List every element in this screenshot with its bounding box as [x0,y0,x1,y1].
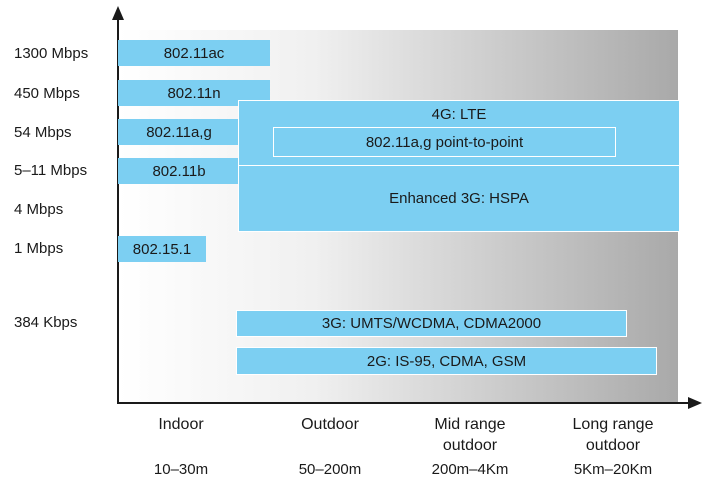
box-802-11b: 802.11b [118,158,240,184]
x-range-mid: 200m–4Km [431,461,509,478]
x-category-mid-range-text: Mid range outdoor [434,416,506,454]
x-category-outdoor: Outdoor [301,416,359,433]
y-label-4mbps: 4 Mbps [14,201,64,218]
x-category-mid-range-outdoor: Mid range outdoor [405,414,535,456]
y-label-450mbps: 450 Mbps [14,85,80,102]
y-label-54mbps: 54 Mbps [14,124,72,141]
box-enhanced-3g-hspa: Enhanced 3G: HSPA [238,165,680,232]
box-802-11ac: 802.11ac [118,40,270,66]
y-label-384kbps: 384 Kbps [14,314,78,331]
box-802-11ag: 802.11a,g [118,119,240,145]
x-category-long-range-text: Long range outdoor [572,416,654,454]
x-range-indoor: 10–30m [153,461,209,478]
y-label-1300mbps: 1300 Mbps [14,45,89,62]
box-2g-gsm: 2G: IS-95, CDMA, GSM [236,347,657,375]
box-3g-umts: 3G: UMTS/WCDMA, CDMA2000 [236,310,627,337]
box-802-11ag-point-to-point: 802.11a,g point-to-point [273,127,616,157]
box-802-15-1: 802.15.1 [118,236,206,262]
y-axis-arrow [112,6,124,20]
y-label-5-11mbps: 5–11 Mbps [14,162,88,179]
y-label-1mbps: 1 Mbps [14,240,64,257]
x-range-long: 5Km–20Km [573,461,653,478]
x-axis-arrow [688,397,702,409]
x-category-long-range-outdoor: Long range outdoor [548,414,678,456]
x-range-outdoor: 50–200m [298,461,362,478]
x-category-indoor: Indoor [158,416,204,433]
